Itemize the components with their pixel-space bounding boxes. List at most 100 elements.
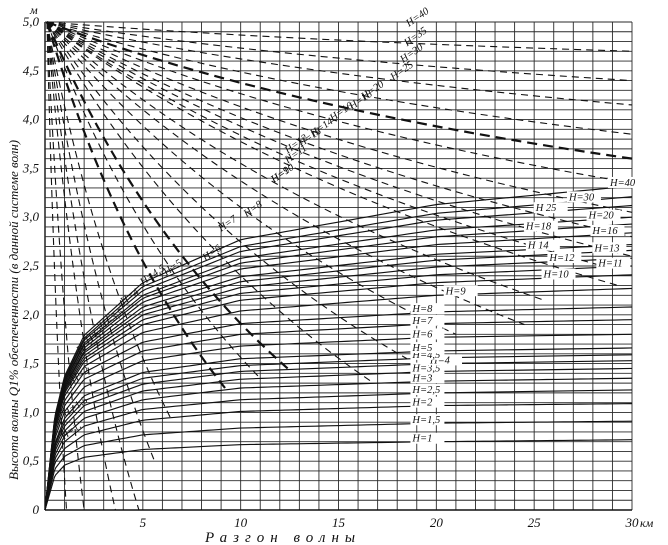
curve-label-bg: [410, 348, 445, 360]
x-tick-label: 15: [332, 515, 346, 530]
curve-label-bg: [410, 303, 445, 315]
x-unit-label: км: [640, 516, 654, 530]
dashed-curve: [46, 21, 633, 106]
dashed-curve: [46, 21, 633, 184]
grid: [44, 21, 633, 511]
solid-curve-label: H=3,5: [411, 364, 440, 375]
solid-curve: [44, 347, 633, 511]
solid-curve: [44, 420, 633, 511]
curve-label-bg: [410, 372, 445, 384]
solid-curve: [44, 274, 633, 511]
dashed-curve: [46, 21, 85, 511]
y-tick-label: 0,5: [23, 453, 40, 468]
y-tick-label: 4,5: [23, 63, 40, 78]
curve-label-bg: [590, 224, 625, 236]
dashed-curve: [46, 21, 633, 52]
curve-label-bg: [547, 252, 582, 264]
x-tick-label: 10: [234, 515, 248, 530]
curve-label-bg: [410, 396, 445, 408]
dashed-curve: [46, 21, 633, 238]
solid-curve: [44, 265, 633, 511]
dashed-curve: [46, 21, 156, 462]
y-tick-label: 0: [33, 502, 40, 517]
y-tick-label: 3,5: [22, 160, 40, 175]
solid-curve: [44, 354, 633, 511]
dashed-curve: [46, 21, 633, 213]
x-tick-label: 25: [528, 515, 542, 530]
solid-curve-label: H=1: [411, 434, 432, 445]
solid-curve-label: H=30: [568, 192, 595, 203]
solid-curve: [44, 216, 633, 511]
curve-label-bg: [410, 314, 445, 326]
solid-curve: [44, 389, 633, 511]
curve-label-bg: [410, 414, 445, 426]
dashed-curve: [46, 21, 171, 418]
solid-curve: [44, 319, 633, 511]
solid-curve: [44, 306, 633, 511]
curve-label-bg: [410, 432, 445, 444]
x-axis-title: Разгон волны: [204, 530, 361, 545]
dashed-curve: [45, 21, 289, 370]
dashed-curve: [46, 21, 633, 82]
solid-curve-label: H=8: [411, 304, 433, 315]
dashed-curve: [46, 21, 68, 511]
dashed-curve: [46, 21, 408, 360]
curve-label-bg: [586, 209, 621, 221]
tick-labels: 5 10 15 20 25 30 0 0,5 1,0 1,5 2,0 2,5 3,0 3,5 4,0 4,5 5…: [22, 14, 639, 530]
solid-curve: [44, 439, 633, 511]
solid-curve-label: H=11: [597, 259, 622, 270]
solid-curve-label: H=13: [593, 243, 619, 254]
solid-curve-label: H=40: [609, 178, 636, 189]
dashed-curve: [46, 21, 140, 511]
solid-curve-label: H=5: [411, 343, 432, 354]
dashed-curve: [46, 21, 116, 511]
y-tick-label: 1,5: [23, 356, 40, 371]
curve-label-bg: [592, 242, 627, 254]
dashed-curve-label: H=10: [269, 162, 297, 186]
curve-label-bg: [525, 239, 560, 251]
curve-label-bg: [596, 257, 631, 269]
curve-label-bg: [523, 220, 558, 232]
solid-curve-label: H=20: [588, 211, 615, 222]
solid-curve: [44, 367, 633, 511]
solid-curve: [44, 377, 633, 511]
solid-curve-label: H=1,5: [411, 415, 440, 426]
solid-curve-label: H=9: [445, 286, 467, 297]
curve-label-bg: [608, 176, 642, 188]
curve-label-bg: [443, 285, 478, 297]
solid-curve-label: H=16: [591, 226, 618, 237]
solid-curve: [44, 403, 633, 511]
solid-curve-label: H=6: [411, 329, 433, 340]
dashed-curve-label: H=7: [216, 213, 240, 234]
curve-label-bg: [533, 202, 568, 214]
solid-curve: [44, 243, 633, 511]
y-axis-title: Высота волны Q1% обеспеченности (в данно…: [6, 140, 21, 480]
dashed-curve: [45, 21, 226, 389]
solid-curve-label: H=18: [525, 222, 552, 233]
solid-curve-label: H=7: [411, 316, 433, 327]
x-tick-label: 20: [430, 515, 444, 530]
dashed-curve-label: H=25: [388, 60, 416, 84]
dashed-curve-label: H=40: [404, 5, 432, 29]
dashed-curve: [46, 20, 633, 160]
curve-label-bg: [428, 354, 463, 366]
curve-label-bg: [410, 328, 445, 340]
y-tick-label: 5,0: [23, 14, 40, 29]
solid-curve-label: H=10: [543, 270, 570, 281]
dashed-curve: [46, 21, 619, 287]
solid-curve-label: H=4: [429, 355, 451, 366]
curve-label-bg: [410, 362, 445, 374]
y-tick-label: 2,5: [23, 258, 40, 273]
dashed-curve: [46, 21, 375, 384]
y-tick-label: 3,0: [22, 209, 40, 224]
solid-curve-label: H=4,5: [411, 350, 440, 361]
dashed-curve: [46, 21, 603, 267]
dashed-curve-label: H=20: [359, 79, 387, 103]
solid-curve: [44, 185, 633, 511]
curve-label-bg: [566, 191, 601, 203]
solid-curve-label: H=2: [411, 398, 433, 409]
x-tick-label: 5: [140, 515, 147, 530]
solid-curve-label: H 25: [535, 203, 557, 214]
curve-label-bg: [541, 268, 576, 280]
